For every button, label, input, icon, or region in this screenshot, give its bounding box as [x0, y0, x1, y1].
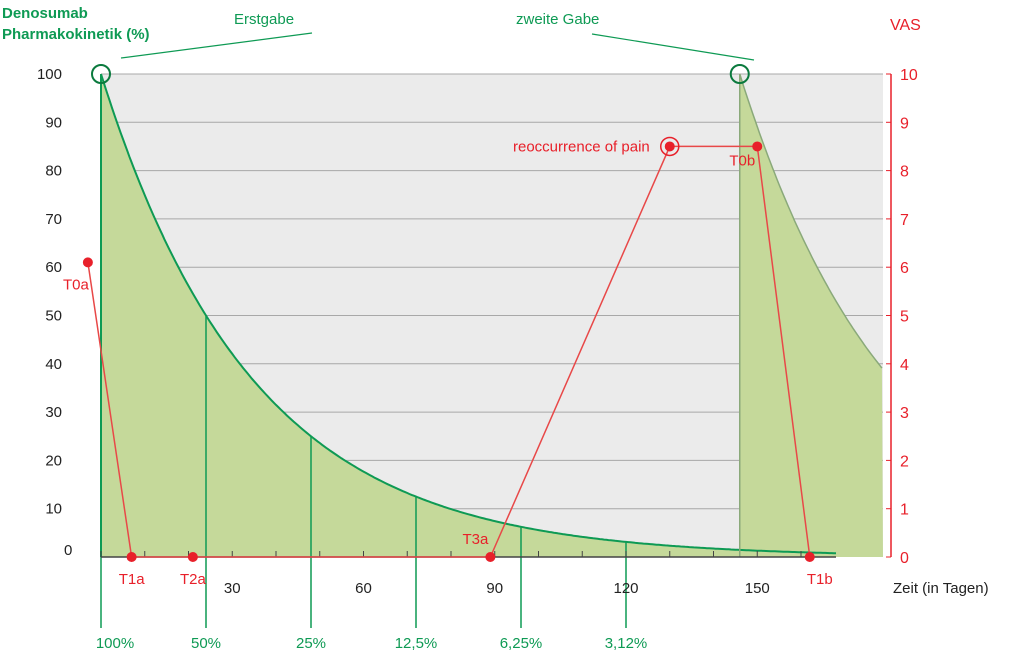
second-dose-marker [729, 64, 750, 84]
vas-point [187, 552, 198, 562]
left-y-tick-label: 20 [45, 452, 62, 469]
vas-point-label: reoccurrence of pain [513, 138, 650, 155]
x-tick-label: 30 [224, 580, 241, 597]
dose-label-second: zweite Gabe [516, 11, 599, 28]
vas-point [664, 141, 675, 152]
x-axis-label: Zeit (in Tagen) [893, 580, 989, 597]
vas-point [485, 552, 496, 562]
right-y-tick-label: 8 [900, 164, 909, 181]
vas-point-label: T1b [807, 571, 833, 588]
x-tick-label: 150 [745, 580, 770, 597]
vas-point [126, 552, 137, 562]
right-y-tick-label: 1 [900, 502, 909, 519]
x-tick-label: 60 [355, 580, 372, 597]
right-y-tick-label: 5 [900, 309, 909, 326]
vas-point-ring [660, 136, 680, 157]
second-dose-leader [591, 33, 755, 61]
halving-label: 6,25% [500, 635, 543, 652]
dose-label-first: Erstgabe [234, 11, 294, 28]
right-y-tick-label: 10 [900, 67, 918, 84]
right-y-tick-label: 6 [900, 260, 909, 277]
left-y-tick-label: 30 [45, 404, 62, 421]
halving-label: 25% [296, 635, 326, 652]
halving-label: 12,5% [395, 635, 438, 652]
first-dose-curve [100, 73, 836, 555]
right-y-tick-label: 0 [900, 550, 909, 567]
right-y-tick-label: 9 [900, 115, 909, 132]
vas-point-label: T1a [119, 571, 146, 588]
vas-point-label: T3a [462, 531, 489, 548]
left-y-tick-label: 60 [45, 259, 62, 276]
first-dose-leader [120, 32, 313, 59]
vas-point [752, 141, 763, 152]
first-dose-fill [101, 74, 740, 557]
right-axis-label: VAS [890, 17, 921, 34]
left-y-tick-label: 90 [45, 114, 62, 131]
left-y-tick-label: 100 [37, 66, 62, 83]
right-y-tick-label: 4 [900, 357, 909, 374]
left-axis-label-line2: Pharmakokinetik (%) [2, 26, 150, 43]
right-y-tick-label: 7 [900, 212, 909, 229]
vas-point-label: T0a [63, 276, 90, 293]
left-y-tick-label: 0 [64, 542, 72, 559]
left-y-tick-label: 10 [45, 501, 62, 518]
left-y-tick-label: 70 [45, 211, 62, 228]
second-dose-fill [739, 74, 883, 557]
first-dose-marker [91, 64, 111, 84]
right-y-tick-label: 3 [900, 405, 909, 422]
vas-point-label: T0b [729, 152, 755, 169]
vas-point [804, 552, 815, 562]
left-y-tick-label: 50 [45, 308, 62, 325]
left-axis-label-line1: Denosumab [2, 5, 88, 22]
vas-point-label: T2a [180, 571, 207, 588]
halving-label: 3,12% [605, 635, 648, 652]
halving-label: 100% [96, 635, 134, 652]
halving-label: 50% [191, 635, 221, 652]
left-y-tick-label: 80 [45, 163, 62, 180]
x-tick-label: 120 [613, 580, 638, 597]
vas-point [82, 257, 93, 268]
second-dose-curve [739, 73, 883, 369]
x-tick-label: 90 [486, 580, 503, 597]
left-y-tick-label: 40 [45, 356, 62, 373]
right-y-tick-label: 2 [900, 453, 909, 470]
